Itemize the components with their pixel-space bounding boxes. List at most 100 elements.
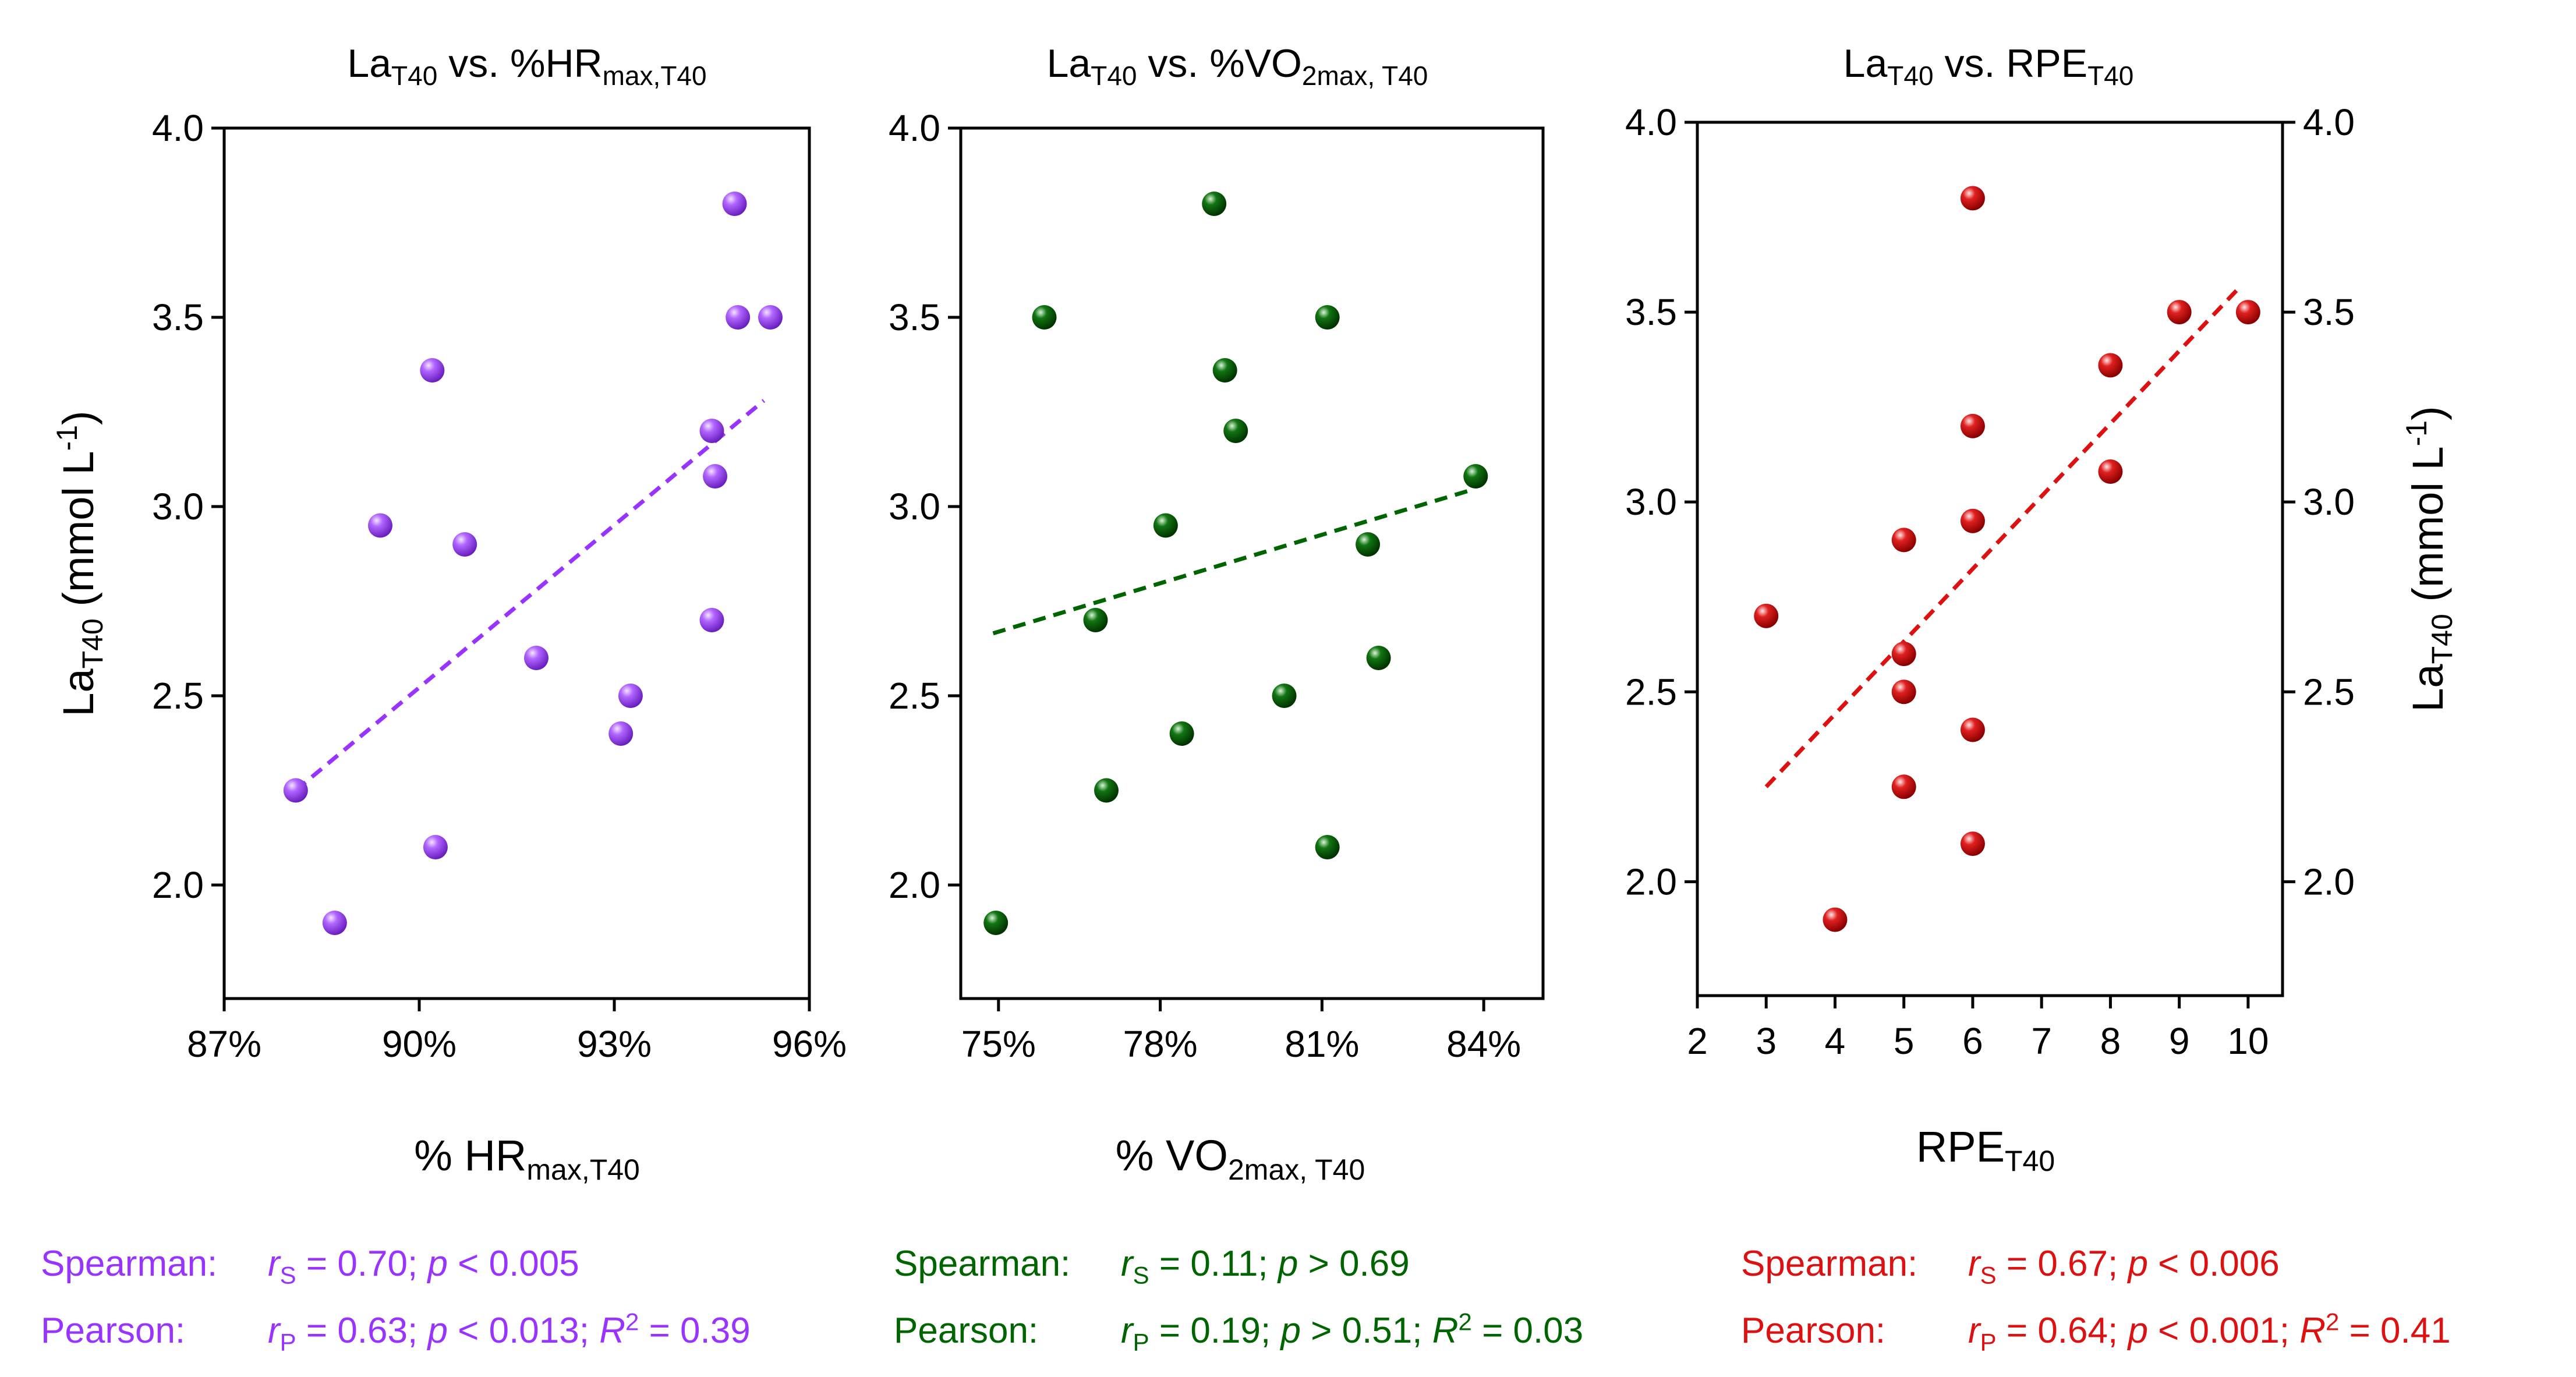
- y-tick-label: 3.0: [1625, 481, 1677, 523]
- data-point: [722, 192, 747, 216]
- data-point: [1315, 305, 1340, 330]
- spearman-stat-rpe: Spearman: rS = 0.67; p < 0.006: [1741, 1244, 2280, 1289]
- x-tick-label: 90%: [382, 1023, 457, 1065]
- data-point: [322, 911, 347, 935]
- y-tick-label: 2.0: [1625, 861, 1677, 902]
- stat-label: Pearson:: [1741, 1311, 1886, 1351]
- fit-line-group: [294, 399, 766, 792]
- pearson-stat-rpe: Pearson: rP = 0.64; p < 0.001; R2 = 0.41: [1741, 1308, 2451, 1356]
- data-point: [1212, 358, 1237, 383]
- data-points: [283, 192, 783, 935]
- data-point: [1094, 778, 1119, 803]
- data-point: [1032, 305, 1057, 330]
- data-point: [420, 358, 445, 383]
- data-point: [2235, 300, 2260, 325]
- data-point: [283, 778, 308, 803]
- fit-line: [992, 487, 1474, 636]
- stat-label: Pearson:: [894, 1311, 1039, 1351]
- data-point: [2098, 353, 2123, 378]
- fit-line: [1764, 284, 2243, 788]
- x-tick-label: 6: [1962, 1020, 1983, 1062]
- y-tick-label: 2.5: [152, 675, 204, 717]
- plot-frame: [1696, 121, 2284, 997]
- panel-rpe: LaT40 vs. RPET40 2.0 2.0 2.5 2.5 3.0 3.0 3.5 3.…: [1625, 41, 2458, 1177]
- data-point: [703, 464, 728, 489]
- y-tick-label: 2.5: [1625, 671, 1677, 713]
- data-point: [1463, 464, 1488, 489]
- data-point: [1960, 717, 1985, 742]
- fit-line-group: [992, 487, 1474, 636]
- x-tick-label: 7: [2031, 1020, 2052, 1062]
- stat-label: Pearson:: [41, 1311, 186, 1351]
- y-axis: 2.0 2.0 2.5 2.5 3.0 3.0 3.5 3.5 4.0 4.0: [1625, 101, 2355, 902]
- x-tick-label: 75%: [961, 1023, 1036, 1065]
- data-point: [1315, 835, 1340, 859]
- plot-frame: [222, 126, 811, 1000]
- chart-title: LaT40 vs. RPET40: [1843, 41, 2134, 91]
- y-tick-label: 3.5: [889, 296, 940, 338]
- x-tick-label: 5: [1894, 1020, 1915, 1062]
- x-axis: 75% 78% 81% 84%: [961, 999, 1521, 1065]
- x-tick-label: 96%: [772, 1023, 847, 1065]
- data-point: [2098, 459, 2123, 484]
- data-point: [1823, 907, 1848, 932]
- x-tick-label: 3: [1756, 1020, 1777, 1062]
- x-tick-label: 9: [2169, 1020, 2190, 1062]
- chart-title: LaT40 vs. %HRmax,T40: [347, 41, 706, 91]
- data-point: [423, 835, 448, 859]
- data-point: [1169, 721, 1194, 746]
- x-tick-label: 87%: [187, 1023, 261, 1065]
- data-point: [983, 911, 1009, 935]
- data-point: [726, 305, 751, 330]
- data-point: [452, 532, 477, 557]
- data-point: [699, 608, 724, 632]
- y-tick-label-right: 3.5: [2303, 291, 2355, 333]
- x-tick-label: 8: [2100, 1020, 2121, 1062]
- data-point: [1891, 679, 1916, 705]
- data-point: [524, 646, 549, 670]
- y-tick-label: 2.5: [889, 675, 940, 717]
- data-point: [368, 513, 392, 538]
- data-points: [983, 192, 1488, 935]
- y-tick-label: 4.0: [152, 107, 204, 149]
- data-point: [1891, 528, 1916, 553]
- x-tick-label: 81%: [1285, 1023, 1359, 1065]
- data-point: [699, 419, 724, 443]
- data-point: [618, 684, 643, 708]
- data-point: [1891, 642, 1916, 667]
- fit-line: [294, 399, 766, 792]
- y-tick-label-right: 2.0: [2303, 861, 2355, 902]
- panel-hr: LaT40 vs. %HRmax,T40 2.0 2.5 3.0 3.5 4.0 87%…: [51, 41, 847, 1186]
- data-point: [1356, 532, 1381, 557]
- y-axis-label: LaT40 (mmol L-1): [51, 410, 109, 716]
- data-point: [1891, 774, 1916, 799]
- pearson-stat-vo2: Pearson: rP = 0.19; p > 0.51; R2 = 0.03: [894, 1308, 1584, 1356]
- data-point: [1960, 831, 1985, 856]
- x-axis-label: % VO2max, T40: [1116, 1131, 1365, 1186]
- x-axis-label: % HRmax,T40: [414, 1131, 640, 1186]
- y-tick-label: 3.5: [1625, 291, 1677, 333]
- data-point: [1083, 608, 1108, 632]
- data-point: [1960, 186, 1985, 211]
- y-tick-label-right: 3.0: [2303, 481, 2355, 523]
- x-tick-label: 2: [1687, 1020, 1708, 1062]
- x-tick-label: 10: [2227, 1020, 2269, 1062]
- data-points: [1754, 186, 2260, 932]
- data-point: [758, 305, 783, 330]
- x-tick-label: 4: [1825, 1020, 1846, 1062]
- data-point: [1223, 419, 1248, 443]
- x-tick-label: 78%: [1123, 1023, 1198, 1065]
- y-tick-label: 3.0: [152, 486, 204, 528]
- y-axis: 2.0 2.5 3.0 3.5 4.0: [889, 107, 961, 906]
- y-tick-label-right: 2.5: [2303, 671, 2355, 713]
- x-tick-label: 93%: [577, 1023, 652, 1065]
- data-point: [1202, 192, 1227, 216]
- data-point: [1754, 603, 1779, 628]
- data-point: [608, 721, 634, 746]
- data-point: [1960, 413, 1985, 438]
- stat-label: Spearman:: [894, 1244, 1071, 1284]
- spearman-stat-vo2: Spearman: rS = 0.11; p > 0.69: [894, 1244, 1410, 1289]
- data-point: [1366, 646, 1391, 670]
- y-tick-label: 2.0: [889, 864, 940, 906]
